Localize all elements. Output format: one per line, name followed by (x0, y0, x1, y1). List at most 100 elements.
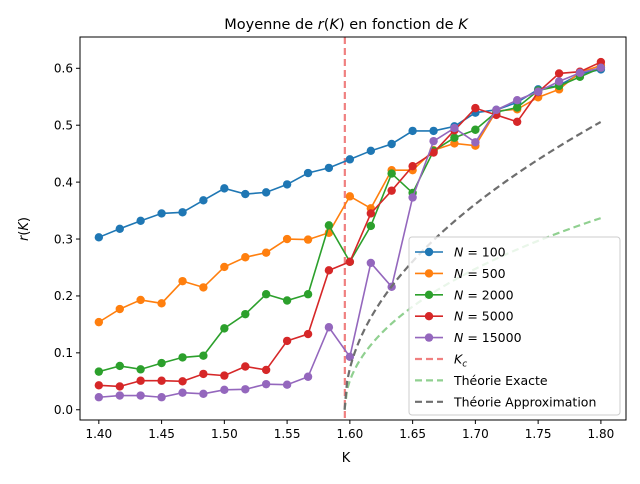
x-tick-label: 1.55 (274, 427, 301, 441)
data-point (115, 361, 124, 371)
data-point (554, 77, 564, 86)
legend-entry: Théorie Exacte (415, 373, 548, 388)
data-point (282, 380, 292, 389)
x-tick-label: 1.70 (462, 427, 489, 441)
data-point (387, 186, 396, 195)
data-point (303, 290, 313, 299)
data-point (220, 184, 229, 193)
data-point (157, 299, 166, 308)
legend-entry: N = 2000 (415, 287, 514, 302)
data-point (345, 352, 355, 362)
data-point (324, 163, 334, 173)
data-point (157, 358, 166, 368)
data-point (387, 139, 396, 149)
data-point (178, 208, 187, 217)
data-point (220, 371, 229, 380)
data-point (115, 391, 124, 400)
data-point (94, 367, 104, 376)
data-point (157, 209, 166, 218)
data-point (345, 155, 355, 164)
legend-entry: Kc (415, 352, 467, 370)
x-axis-label: K (342, 451, 351, 466)
legend: N = 100 N = 500 N = 2000 N = 5000 N = 15000 K… (408, 236, 621, 416)
data-point (199, 389, 208, 399)
data-point (366, 221, 376, 231)
legend-label: N = 2000 (454, 287, 514, 302)
data-point (178, 388, 187, 397)
legend-entry: Théorie Approximation (415, 394, 596, 409)
data-point (575, 68, 585, 78)
x-tick-label: 1.75 (525, 427, 552, 441)
plot-content (94, 37, 606, 420)
data-point (512, 117, 522, 126)
legend-label: Théorie Exacte (453, 373, 548, 388)
legend-label: N = 15000 (454, 330, 522, 345)
data-point (408, 126, 417, 136)
data-point (366, 146, 376, 156)
data-point (199, 283, 208, 292)
data-point (324, 323, 334, 332)
data-point (554, 69, 564, 78)
legend-marker (424, 247, 434, 257)
data-point (303, 372, 313, 381)
legend-label: Théorie Approximation (453, 394, 596, 409)
legend-box (408, 236, 621, 416)
data-point (512, 103, 522, 112)
data-point (136, 391, 145, 400)
y-axis-label: r(K) (17, 217, 32, 241)
data-point (136, 216, 145, 226)
data-point (136, 295, 145, 305)
data-point (345, 257, 355, 266)
data-point (94, 317, 104, 327)
legend-entry: N = 100 (415, 245, 506, 260)
y-tick-label: 0.4 (54, 175, 73, 189)
data-point (303, 329, 313, 339)
data-point (366, 258, 376, 268)
data-point (450, 133, 459, 142)
data-point (492, 105, 501, 115)
data-point (429, 148, 438, 157)
data-point (241, 385, 250, 394)
data-point (345, 192, 355, 201)
y-tick-label: 0.0 (54, 403, 73, 417)
legend-entry: N = 5000 (415, 309, 514, 324)
legend-label: N = 100 (454, 245, 506, 260)
legend-marker (424, 312, 434, 321)
y-tick-label: 0.5 (54, 119, 73, 133)
data-point (512, 95, 522, 105)
y-tick-label: 0.1 (54, 346, 73, 360)
data-point (408, 161, 417, 171)
x-tick-label: 1.40 (85, 427, 112, 441)
data-point (261, 365, 271, 375)
x-tick-label: 1.80 (588, 427, 615, 441)
legend-entry: N = 15000 (415, 330, 522, 345)
legend-marker (424, 290, 434, 299)
y-tick-label: 0.2 (54, 289, 73, 303)
x-tick-label: 1.50 (211, 427, 238, 441)
data-point (199, 351, 208, 360)
legend-entry: N = 500 (415, 266, 506, 281)
data-point (178, 377, 187, 386)
data-point (261, 290, 271, 299)
data-point (241, 362, 250, 371)
data-point (241, 309, 250, 319)
data-point (282, 336, 292, 346)
data-point (471, 103, 480, 113)
data-point (429, 126, 438, 136)
data-point (471, 138, 480, 147)
data-point (115, 304, 124, 314)
x-tick-label: 1.45 (148, 427, 175, 441)
chart-title: Moyenne de r(K) en fonction de K (224, 17, 469, 33)
x-tick-label: 1.65 (399, 427, 426, 441)
data-point (178, 353, 187, 362)
data-point (429, 136, 438, 146)
data-point (408, 193, 417, 202)
data-point (199, 196, 208, 205)
data-point (303, 235, 313, 244)
data-point (387, 169, 396, 178)
data-point (261, 248, 271, 257)
data-point (136, 365, 145, 374)
y-axis: 0.0 0.1 0.2 0.3 0.4 0.5 0.6 (54, 62, 80, 417)
data-point (157, 393, 166, 402)
data-point (178, 276, 187, 286)
